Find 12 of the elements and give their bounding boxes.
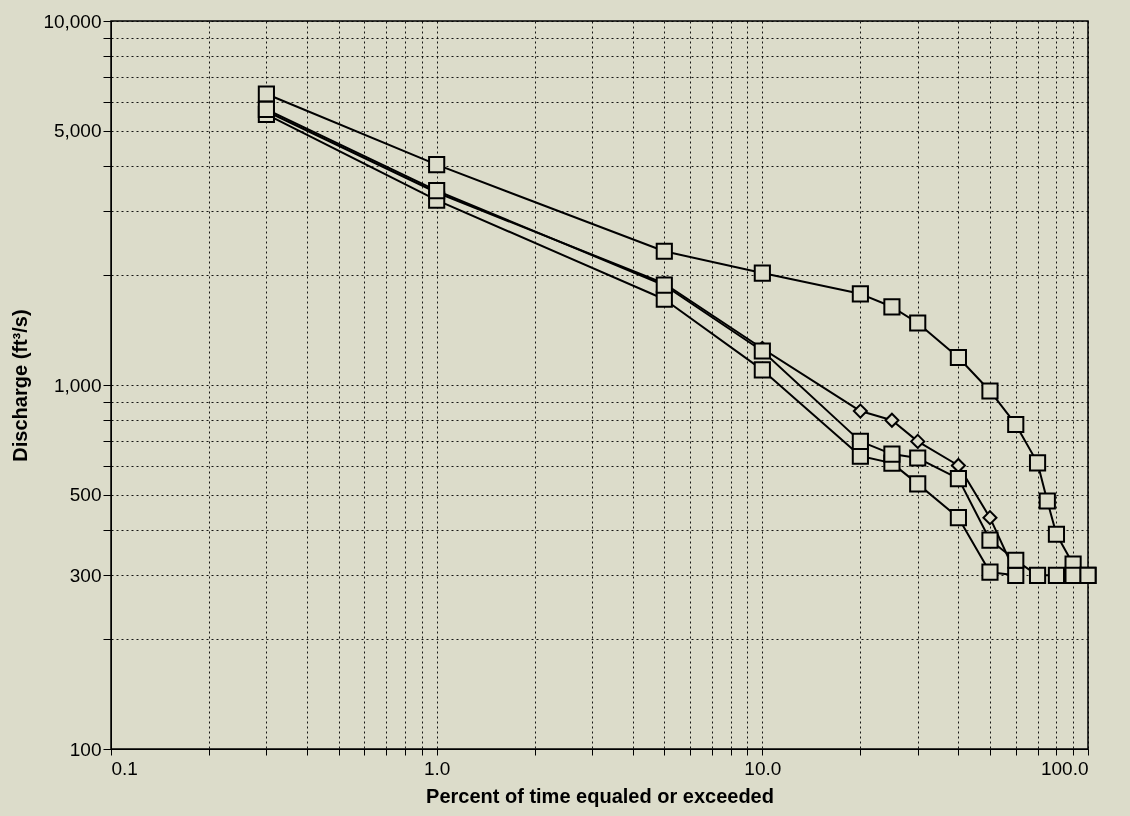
x-tick-label: 100.0 [1040,757,1089,779]
x-axis-title: Percent of time equaled or exceeded [426,784,774,807]
x-tick-label: 1.0 [423,757,451,779]
y-axis-title: Discharge (ft³/s) [9,309,32,462]
y-tick-label: 100 [69,738,102,760]
y-tick-label: 5,000 [53,120,102,142]
x-tick-label: 10.0 [744,757,782,779]
x-tick-label: 0.1 [111,757,138,779]
y-tick-label: 300 [69,564,102,586]
y-tick-label: 500 [69,484,102,506]
y-tick-label: 1,000 [53,374,102,396]
y-tick-label: 10,000 [43,10,102,32]
